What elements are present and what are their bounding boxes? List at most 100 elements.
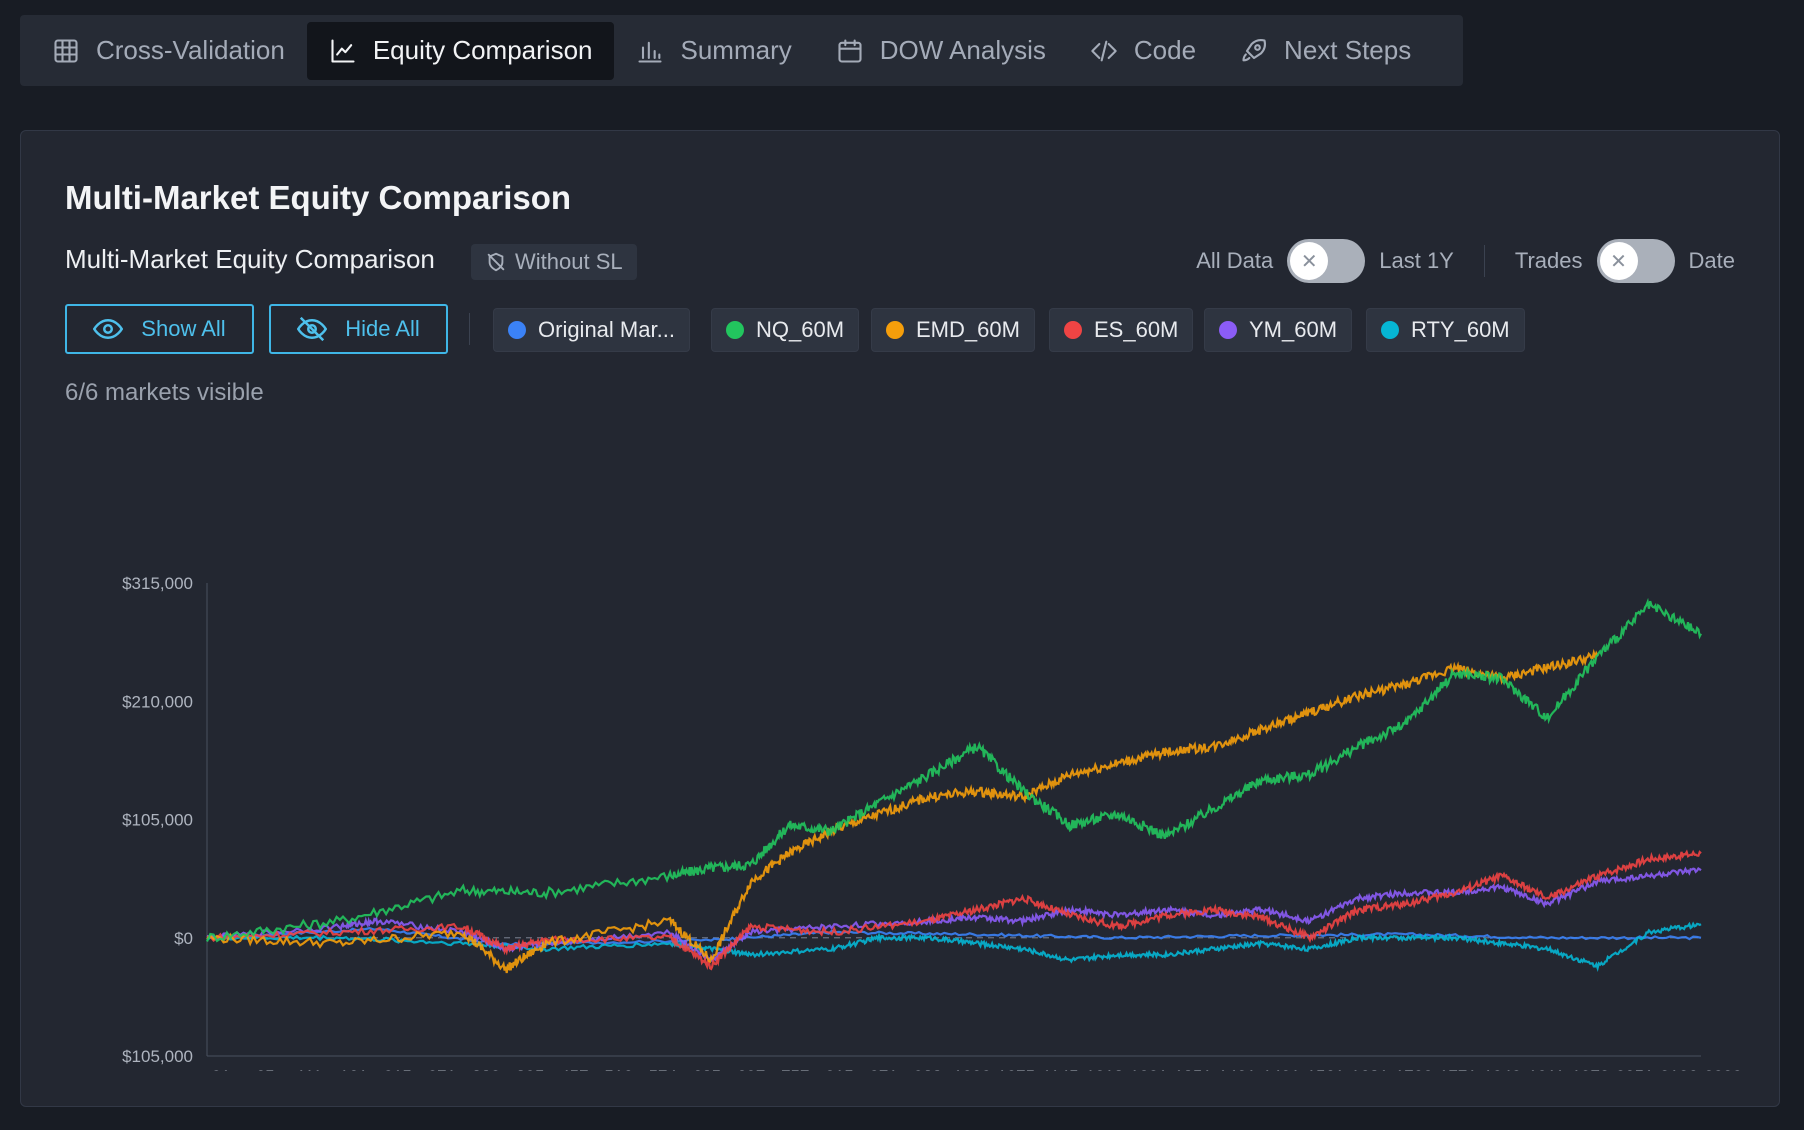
hide-all-button[interactable]: Hide All xyxy=(269,304,448,354)
grid-icon xyxy=(54,38,78,63)
x-tick-label: 1911 xyxy=(1528,1067,1565,1071)
x-tick-label: 161 xyxy=(339,1067,367,1071)
axis-toggle[interactable]: ✕ xyxy=(1596,239,1675,283)
without-sl-badge: Without SL xyxy=(471,244,637,280)
x-tick-label: 757 xyxy=(781,1067,809,1071)
x-tick-label: 1631 xyxy=(1351,1067,1389,1071)
market-color-dot xyxy=(886,321,904,339)
x-tick-label: 111 xyxy=(296,1067,322,1071)
x-tick-label: 271 xyxy=(428,1067,456,1071)
x-tick-label: 1421 xyxy=(1218,1067,1256,1071)
page-title: Multi-Market Equity Comparison xyxy=(65,179,572,216)
x-tick-label: 1281 xyxy=(1130,1067,1168,1071)
x-tick-label: 933 xyxy=(914,1067,942,1071)
series-line-original-market xyxy=(206,926,1702,947)
y-tick-label: $105,000 xyxy=(122,1047,193,1066)
x-tick-label: 1213 xyxy=(1086,1067,1124,1071)
x-tick-label: 574 xyxy=(649,1067,677,1071)
all-data-label: All Data xyxy=(1196,248,1274,273)
eye-icon xyxy=(93,318,124,340)
market-chip[interactable]: EMD_60M xyxy=(871,308,1035,352)
chart-title: Multi-Market Equity Comparison xyxy=(65,244,435,274)
y-tick-label: $105,000 xyxy=(122,811,193,830)
market-chip-label: YM_60M xyxy=(1249,317,1338,342)
x-tick-label: 2126 xyxy=(1660,1067,1698,1071)
tab-bar: Cross-Validation Equity Comparison Summary… xyxy=(20,15,1463,86)
market-color-dot xyxy=(1219,321,1237,339)
tab-label: Cross-Validation xyxy=(96,35,285,65)
x-tick-label: 332 xyxy=(472,1067,500,1071)
tab-label: DOW Analysis xyxy=(879,35,1046,65)
market-color-dot xyxy=(508,321,526,339)
trades-label: Trades xyxy=(1514,248,1583,273)
x-tick-label: 1075 xyxy=(997,1067,1035,1071)
market-chip[interactable]: NQ_60M xyxy=(711,308,860,352)
x-tick-label: 1145 xyxy=(1042,1067,1079,1071)
x-tick-label: 21 xyxy=(212,1067,231,1071)
x-tick-label: 516 xyxy=(604,1067,632,1071)
rocket-icon xyxy=(1242,38,1267,61)
x-tick-label: 215 xyxy=(384,1067,412,1071)
tab-label: Code xyxy=(1133,35,1197,65)
x-tick-label: 1491 xyxy=(1262,1067,1300,1071)
market-color-dot xyxy=(1381,321,1399,339)
market-chip-label: NQ_60M xyxy=(756,317,845,342)
date-label: Date xyxy=(1688,248,1735,273)
market-chip[interactable]: YM_60M xyxy=(1204,308,1353,352)
series-line-es-60m xyxy=(206,849,1702,971)
x-tick-label: 65 xyxy=(256,1067,275,1071)
chart-panel: Multi-Market Equity Comparison Multi-Mar… xyxy=(20,130,1780,1107)
x-tick-label: 871 xyxy=(869,1067,897,1071)
tab-equity-comparison[interactable]: Equity Comparison xyxy=(306,21,615,80)
code-icon xyxy=(1091,40,1117,61)
tab-summary[interactable]: Summary xyxy=(614,22,813,80)
x-tick-label: 1351 xyxy=(1174,1067,1212,1071)
close-icon: ✕ xyxy=(1599,242,1638,280)
market-color-dot xyxy=(726,321,744,339)
y-tick-label: $0 xyxy=(174,929,193,948)
hide-all-label: Hide All xyxy=(345,316,420,341)
market-chip[interactable]: ES_60M xyxy=(1049,308,1194,352)
toggle-group: All Data ✕ Last 1Y Trades ✕ Date xyxy=(1196,239,1735,283)
x-tick-label: 635 xyxy=(693,1067,721,1071)
eye-off-icon xyxy=(297,316,328,342)
market-color-dot xyxy=(1064,321,1082,339)
x-tick-label: 1978 xyxy=(1572,1067,1610,1071)
x-tick-label: 1561 xyxy=(1306,1067,1344,1071)
button-divider xyxy=(469,313,470,345)
tab-label: Equity Comparison xyxy=(372,35,593,65)
x-tick-label: 815 xyxy=(825,1067,853,1071)
x-tick-label: 457 xyxy=(560,1067,588,1071)
market-chip[interactable]: Original Mar... xyxy=(493,308,690,352)
y-tick-label: $210,000 xyxy=(122,692,193,711)
shield-off-icon xyxy=(487,252,505,272)
visible-count: 6/6 markets visible xyxy=(65,379,264,406)
x-tick-label: 2202 xyxy=(1704,1067,1742,1071)
x-tick-label: 2051 xyxy=(1616,1067,1654,1071)
tab-label: Next Steps xyxy=(1284,35,1412,65)
series-line-rty-60m xyxy=(206,921,1702,972)
show-all-label: Show All xyxy=(141,316,226,341)
last-1y-label: Last 1Y xyxy=(1379,248,1454,273)
tab-next-steps[interactable]: Next Steps xyxy=(1218,22,1433,80)
x-tick-label: 1702 xyxy=(1395,1067,1433,1071)
x-tick-label: 1842 xyxy=(1483,1067,1521,1071)
range-toggle[interactable]: ✕ xyxy=(1287,239,1366,283)
market-chip-label: EMD_60M xyxy=(916,317,1020,342)
x-tick-label: 1002 xyxy=(953,1067,991,1071)
market-chip[interactable]: RTY_60M xyxy=(1366,308,1525,352)
toggle-divider xyxy=(1483,245,1485,277)
series-line-emd-60m xyxy=(206,648,1599,974)
tab-dow-analysis[interactable]: DOW Analysis xyxy=(814,22,1068,80)
without-sl-label: Without SL xyxy=(515,249,623,274)
line-chart-icon xyxy=(331,38,355,63)
x-tick-label: 1771 xyxy=(1439,1067,1477,1071)
close-icon: ✕ xyxy=(1290,242,1329,280)
tab-code[interactable]: Code xyxy=(1068,22,1218,80)
tab-label: Summary xyxy=(680,35,792,65)
series-line-nq-60m xyxy=(205,597,1702,943)
show-all-button[interactable]: Show All xyxy=(65,304,254,354)
tab-cross-validation[interactable]: Cross-Validation xyxy=(30,22,307,80)
x-tick-label: 395 xyxy=(516,1067,544,1071)
market-chip-label: Original Mar... xyxy=(538,317,675,342)
